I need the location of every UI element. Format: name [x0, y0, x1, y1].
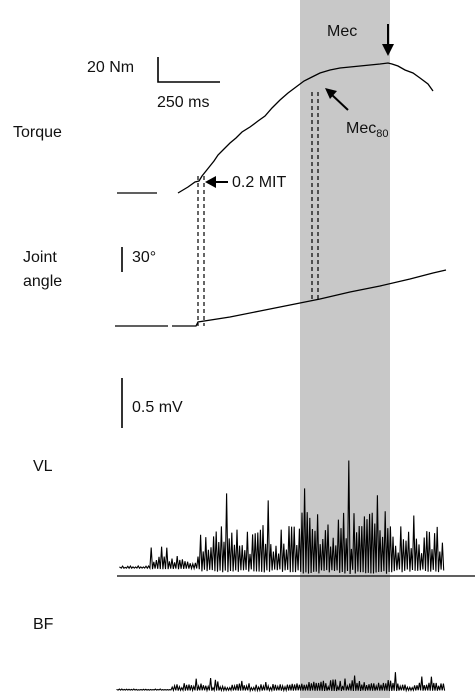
torque-scale-label: 20 Nm [87, 59, 135, 76]
torque-scale-bar [157, 57, 220, 83]
mec-label: Mec [327, 23, 358, 40]
bf-emg-trace [116, 672, 446, 693]
bf-label: BF [33, 616, 54, 633]
torque-label: Torque [13, 124, 62, 141]
joint-label-line2: angle [23, 273, 63, 290]
mec80-arrow [325, 88, 349, 111]
joint-label-line1: Joint [23, 249, 57, 266]
emg-scale-label: 0.5 mV [132, 399, 183, 416]
time-scale-label: 250 ms [157, 94, 210, 111]
angle-scale-label: 30° [132, 249, 157, 266]
mit-arrow [205, 176, 228, 188]
torque-trace [177, 62, 434, 194]
mec80-label: Mec80 [346, 120, 389, 140]
vl-label: VL [33, 458, 53, 475]
mec-arrow [382, 24, 394, 56]
angle-trace [172, 269, 447, 327]
shaded-window [300, 0, 390, 698]
mit-label: 0.2 MIT [232, 174, 287, 191]
vl-emg-trace [119, 460, 445, 575]
